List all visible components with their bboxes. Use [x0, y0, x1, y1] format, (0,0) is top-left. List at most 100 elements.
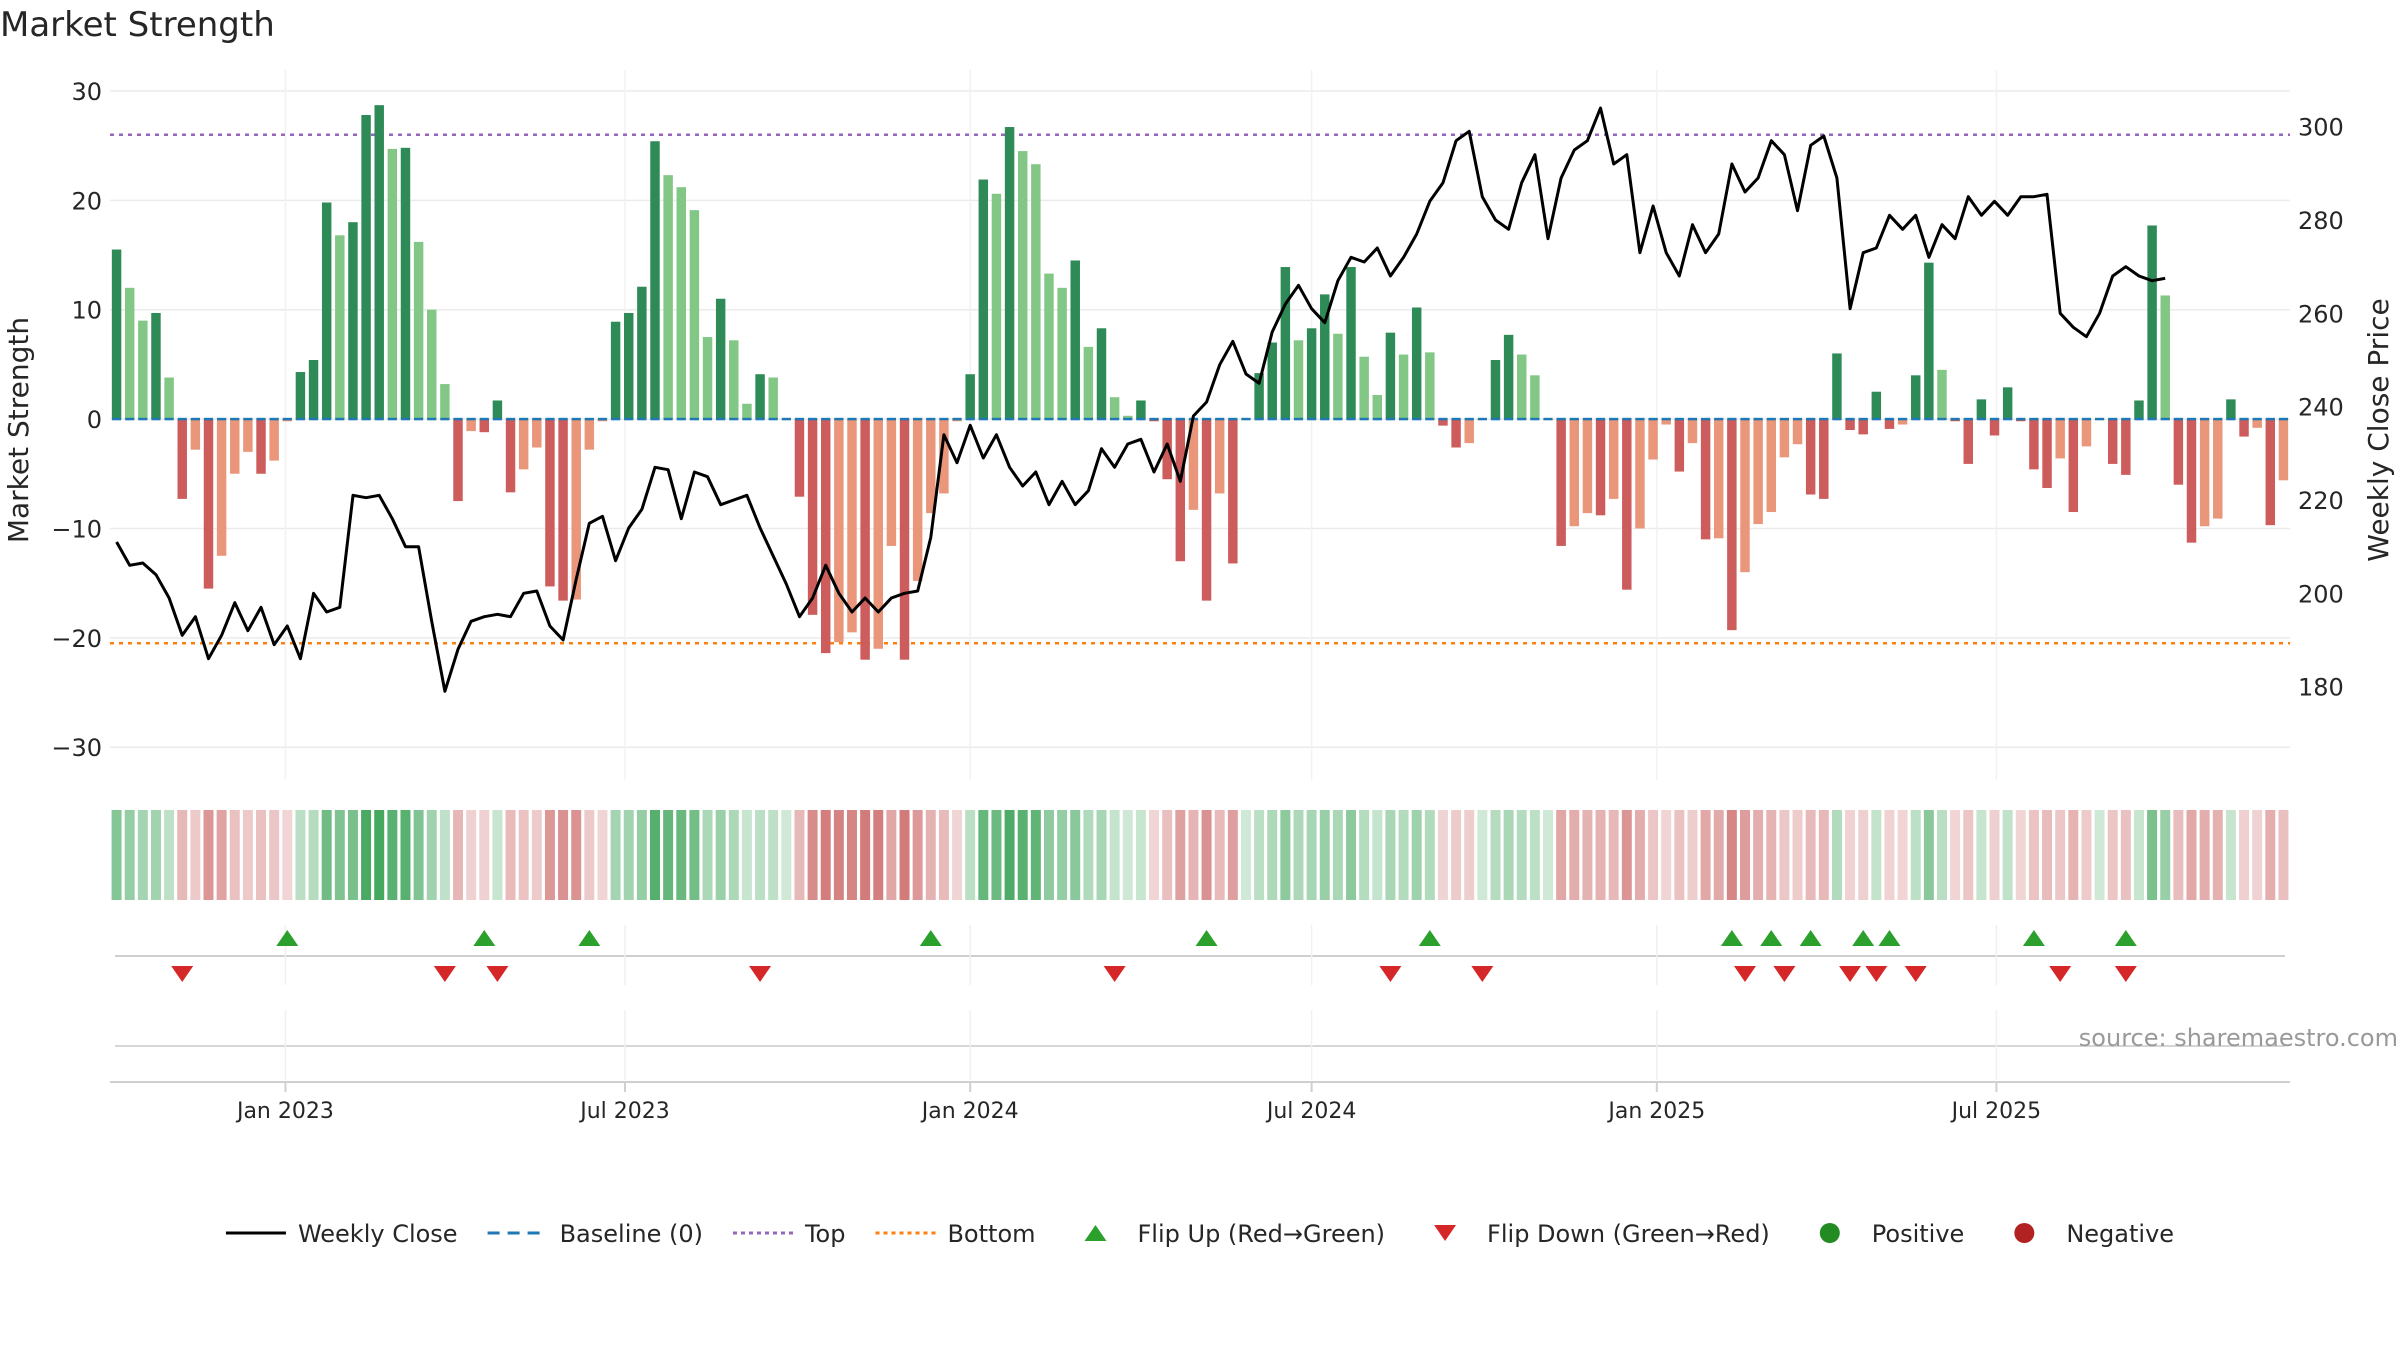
strength-bar: [637, 286, 647, 420]
strength-bar: [2147, 225, 2157, 420]
source-credit: source: sharemaestro.com: [2079, 1024, 2398, 1052]
empty-panel: [115, 1010, 2285, 1080]
strip-cell: [1989, 810, 2000, 900]
strip-cell: [190, 810, 201, 900]
strip-cell: [1556, 810, 1567, 900]
flip-up-marker: [1760, 930, 1783, 946]
strength-bar: [584, 419, 595, 450]
strength-bar: [624, 312, 634, 420]
strip-cell: [807, 810, 818, 900]
strip-cell: [1687, 810, 1698, 900]
strip-cell: [334, 810, 345, 900]
strip-cell: [715, 810, 726, 900]
right-tick-label: 260: [2298, 300, 2344, 328]
chart-title: Market Strength: [0, 5, 275, 45]
strip-cell: [1805, 810, 1816, 900]
strength-bar: [1214, 419, 1225, 494]
strip-cell: [518, 810, 529, 900]
strip-cell: [1726, 810, 1737, 900]
strip-cell: [1057, 810, 1068, 900]
strength-bar: [558, 419, 568, 601]
strip-cell: [1529, 810, 1540, 900]
strip-cell: [1792, 810, 1803, 900]
strength-bar: [1228, 419, 1238, 564]
x-tick-label: Jul 2025: [1950, 1099, 2042, 1124]
strip-cell: [1779, 810, 1790, 900]
strip-cell: [269, 810, 280, 900]
strip-cell: [374, 810, 385, 900]
strength-bar: [151, 312, 161, 420]
strength-bar: [1897, 419, 1908, 425]
strip-cell: [1293, 810, 1304, 900]
strength-bar: [2121, 419, 2131, 475]
strip-cell: [912, 810, 923, 900]
strip-cell: [991, 810, 1002, 900]
strength-bar: [400, 147, 411, 420]
strength-bar: [1517, 354, 1527, 420]
strip-cell: [2252, 810, 2263, 900]
strip-cell: [2133, 810, 2144, 900]
strength-bar: [1727, 419, 1737, 631]
legend-label: Positive: [1872, 1220, 1965, 1248]
strip-cell: [2160, 810, 2171, 900]
strength-bar: [1188, 419, 1199, 510]
strength-bar: [926, 419, 936, 514]
legend-label: Bottom: [947, 1220, 1035, 1248]
strength-bar: [1425, 352, 1435, 420]
strip-cell: [1766, 810, 1777, 900]
strength-bar: [361, 115, 371, 420]
strength-bar: [177, 419, 187, 499]
strength-bar: [1372, 395, 1383, 420]
strip-cell: [833, 810, 844, 900]
strength-bar: [991, 193, 1002, 420]
strip-cell: [2068, 810, 2079, 900]
strip-cell: [2015, 810, 2026, 900]
x-tick-label: Jan 2024: [920, 1099, 1019, 1124]
strength-bar: [1162, 419, 1172, 480]
flip-up-marker: [1418, 930, 1441, 946]
strength-bar: [1031, 164, 1041, 420]
strip-cell: [860, 810, 871, 900]
strength-bar: [1293, 340, 1304, 420]
strip-cell: [623, 810, 634, 900]
strength-bar: [1438, 419, 1448, 426]
strip-cell: [1477, 810, 1488, 900]
strength-bar: [1320, 294, 1330, 420]
strip-cell: [124, 810, 135, 900]
strip-cell: [571, 810, 582, 900]
strength-bar: [2278, 419, 2289, 481]
strength-bar: [1411, 307, 1422, 420]
strip-cell: [846, 810, 857, 900]
strip-cell: [597, 810, 608, 900]
strength-bar: [1280, 267, 1291, 420]
strip-cell: [1490, 810, 1501, 900]
strength-bar: [2265, 419, 2276, 526]
flip-down-marker: [1773, 966, 1796, 982]
flip-down-marker: [1379, 966, 1402, 982]
strength-bar: [545, 419, 555, 587]
strip-cell: [2199, 810, 2210, 900]
strip-cell: [2028, 810, 2039, 900]
strip-cell: [1043, 810, 1054, 900]
strip-cell: [1070, 810, 1081, 900]
strength-bar: [1057, 287, 1067, 420]
strip-cell: [1267, 810, 1278, 900]
strip-cell: [466, 810, 477, 900]
strip-cell: [1437, 810, 1448, 900]
strength-bar: [479, 419, 490, 433]
strength-bar: [1832, 353, 1842, 420]
strength-bar: [387, 148, 398, 420]
strip-cell: [755, 810, 766, 900]
strength-bar: [1805, 419, 1816, 495]
x-tick-label: Jan 2025: [1606, 1099, 1705, 1124]
strength-bar: [1924, 262, 1934, 420]
flip-down-marker: [1103, 966, 1126, 982]
strip-cell: [1359, 810, 1370, 900]
strip-cell: [794, 810, 805, 900]
strength-bar: [755, 374, 765, 420]
strip-cell: [164, 810, 175, 900]
strength-bar: [269, 419, 279, 461]
strength-bar: [2213, 419, 2223, 519]
strength-bar: [2042, 419, 2052, 488]
strip-cell: [1398, 810, 1409, 900]
